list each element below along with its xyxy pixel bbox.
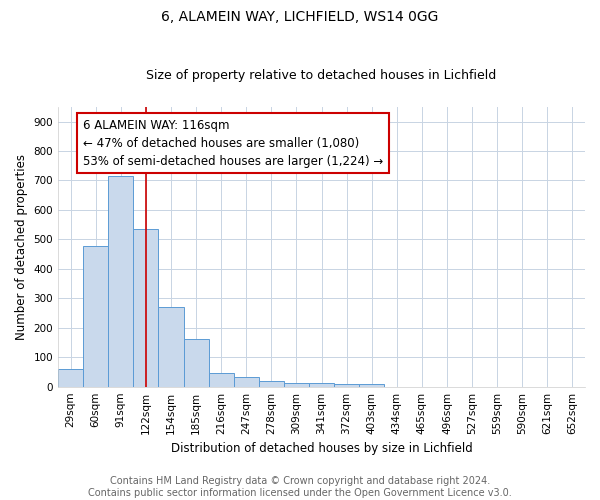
Bar: [184, 338, 209, 386]
Bar: [58, 369, 83, 386]
Bar: [359, 384, 384, 386]
Y-axis label: Number of detached properties: Number of detached properties: [15, 154, 28, 340]
Bar: [158, 307, 184, 386]
Text: Contains HM Land Registry data © Crown copyright and database right 2024.
Contai: Contains HM Land Registry data © Crown c…: [88, 476, 512, 498]
Bar: [259, 381, 284, 386]
Bar: [284, 382, 309, 386]
Text: 6 ALAMEIN WAY: 116sqm
← 47% of detached houses are smaller (1,080)
53% of semi-d: 6 ALAMEIN WAY: 116sqm ← 47% of detached …: [83, 118, 383, 168]
Text: 6, ALAMEIN WAY, LICHFIELD, WS14 0GG: 6, ALAMEIN WAY, LICHFIELD, WS14 0GG: [161, 10, 439, 24]
Bar: [133, 229, 158, 386]
Title: Size of property relative to detached houses in Lichfield: Size of property relative to detached ho…: [146, 69, 497, 82]
X-axis label: Distribution of detached houses by size in Lichfield: Distribution of detached houses by size …: [170, 442, 472, 455]
Bar: [83, 246, 108, 386]
Bar: [233, 376, 259, 386]
Bar: [334, 384, 359, 386]
Bar: [309, 383, 334, 386]
Bar: [108, 176, 133, 386]
Bar: [209, 373, 233, 386]
